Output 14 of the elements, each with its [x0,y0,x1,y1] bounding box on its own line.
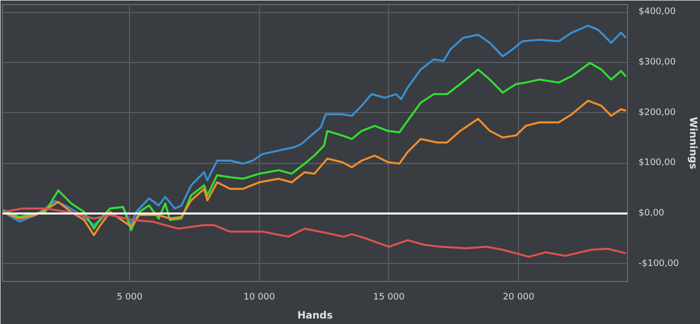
line-series [2,207,627,258]
x-tick-label: 20 000 [502,292,535,302]
y-tick-label: -$100,00 [638,258,680,269]
y-tick-label: $200,00 [638,108,676,118]
y-axis-title: Winnings [686,116,698,170]
y-tick-label: $400,00 [638,7,676,18]
x-tick-label: 15 000 [373,292,405,302]
x-tick-label: 10 000 [243,292,276,302]
line-series [2,62,627,232]
x-tick-label: 5 000 [116,292,143,302]
y-tick-label: $300,00 [638,57,676,68]
y-tick-label: $0,00 [638,208,665,219]
x-axis-title: Hands [297,310,333,322]
y-tick-label: $100,00 [638,158,676,168]
